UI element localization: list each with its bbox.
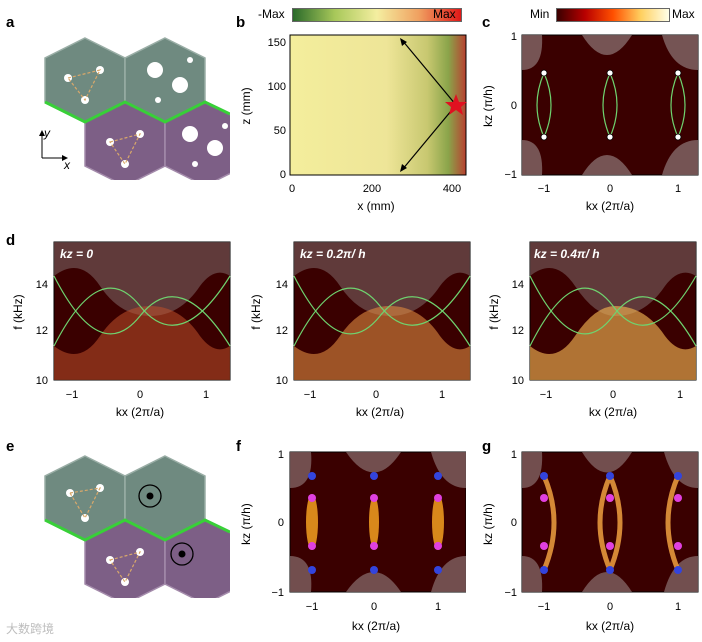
- b-ytick-1: 50: [274, 125, 286, 137]
- g-ytick-1: 0: [511, 517, 517, 529]
- d2-xtick-0: −1: [304, 389, 317, 401]
- d3-xlabel: kx (2π/a): [589, 405, 637, 419]
- d-subpanel-1: kz = 0 10 12 14 −1 0 1 kx (2π/a) f (kHz): [11, 241, 231, 419]
- c-ytick-1: 0: [511, 100, 517, 112]
- d3-xtick-2: 1: [677, 389, 683, 401]
- f-xlabel: kx (2π/a): [352, 619, 400, 633]
- field-map: [289, 34, 467, 176]
- axis-y-label: y: [44, 126, 50, 140]
- c-xlabel: kx (2π/a): [586, 199, 634, 213]
- hex-cells-top: [44, 37, 206, 123]
- d2-ytick-0: 10: [276, 375, 288, 387]
- b-xtick-2: 400: [443, 183, 461, 195]
- c-ylabel: kz (π/h): [482, 85, 495, 127]
- f-xtick-2: 1: [435, 601, 441, 613]
- c-xtick-1: 0: [607, 183, 613, 195]
- b-ytick-3: 150: [268, 37, 286, 49]
- c-xtick-0: −1: [538, 183, 551, 195]
- panel-f-plot: −1 0 1 −1 0 1 kx (2π/a) kz (π/h): [239, 449, 466, 633]
- d1-ytick-0: 10: [36, 375, 48, 387]
- d2-ytick-1: 12: [276, 325, 288, 337]
- panel-label-c: c: [482, 14, 491, 31]
- panel-a-schematic: [44, 37, 230, 180]
- d3-ylabel: f (kHz): [487, 294, 501, 329]
- panel-e-schematic: [44, 455, 230, 598]
- f-ylabel: kz (π/h): [239, 503, 253, 545]
- d3-ytick-0: 10: [512, 375, 524, 387]
- f-xtick-0: −1: [306, 601, 319, 613]
- g-ytick-0: −1: [504, 587, 517, 599]
- source-star-icon: [445, 94, 467, 115]
- d1-xtick-0: −1: [66, 389, 79, 401]
- panel-label-d: d: [6, 232, 16, 249]
- d3-xtick-0: −1: [540, 389, 553, 401]
- vortex-icon-bottom: [170, 542, 194, 566]
- d1-xtick-2: 1: [203, 389, 209, 401]
- axes-arrows-icon: [39, 130, 68, 161]
- watermark: 大数跨境: [6, 622, 55, 636]
- colorbar-c: [556, 8, 670, 22]
- d3-ytick-1: 12: [512, 325, 524, 337]
- d1-ytick-1: 12: [36, 325, 48, 337]
- g-xtick-0: −1: [538, 601, 551, 613]
- g-ytick-2: 1: [511, 449, 517, 461]
- b-xtick-1: 200: [363, 183, 381, 195]
- f-ytick-1: 0: [278, 517, 284, 529]
- d2-xtick-1: 0: [373, 389, 379, 401]
- d1-ytick-2: 14: [36, 279, 48, 291]
- d-subpanel-3: kz = 0.4π/ h 10 12 14 −1 0 1 kx (2π/a) f…: [487, 241, 697, 419]
- b-xlabel: x (mm): [357, 199, 394, 213]
- panel-label-e: e: [6, 438, 15, 455]
- panel-d-plots: kz = 0 10 12 14 −1 0 1 kx (2π/a) f (kHz)…: [11, 241, 697, 419]
- g-xtick-2: 1: [675, 601, 681, 613]
- d2-xtick-2: 1: [439, 389, 445, 401]
- panel-label-f: f: [236, 438, 241, 455]
- d3-ytick-2: 14: [512, 279, 524, 291]
- d1-xtick-1: 0: [137, 389, 143, 401]
- colorbar-b: [292, 8, 462, 22]
- b-ylabel: z (mm): [239, 87, 253, 124]
- f-ytick-2: 1: [278, 449, 284, 461]
- colorbar-c-max: Max: [672, 7, 695, 21]
- g-ylabel: kz (π/h): [482, 503, 495, 545]
- vortex-icon-top: [138, 484, 162, 508]
- d-title-3: kz = 0.4π/ h: [534, 247, 600, 261]
- d2-ylabel: f (kHz): [249, 294, 263, 329]
- interface-line: [44, 100, 230, 124]
- d3-xtick-1: 0: [610, 389, 616, 401]
- d-title-2: kz = 0.2π/ h: [300, 247, 366, 261]
- g-xtick-1: 0: [607, 601, 613, 613]
- d2-xlabel: kx (2π/a): [356, 405, 404, 419]
- panel-g-plot: −1 0 1 −1 0 1 kx (2π/a) kz (π/h): [482, 449, 699, 633]
- axis-x-label: x: [64, 158, 70, 172]
- panel-c-plot: −1 0 1 −1 0 1 kx (2π/a) kz (π/h): [482, 31, 699, 213]
- colorbar-c-min: Min: [530, 7, 550, 21]
- c-ytick-2: 1: [511, 31, 517, 43]
- d2-ytick-2: 14: [276, 279, 288, 291]
- d-subpanel-2: kz = 0.2π/ h 10 12 14 −1 0 1 kx (2π/a) f…: [249, 241, 471, 419]
- g-xlabel: kx (2π/a): [586, 619, 634, 633]
- c-ytick-0: −1: [504, 169, 517, 181]
- d1-xlabel: kx (2π/a): [116, 405, 164, 419]
- b-ytick-2: 100: [268, 81, 286, 93]
- f-xtick-1: 0: [371, 601, 377, 613]
- f-ytick-0: −1: [271, 587, 284, 599]
- b-ytick-0: 0: [280, 169, 286, 181]
- c-xtick-2: 1: [675, 183, 681, 195]
- b-xtick-0: 0: [289, 183, 295, 195]
- d1-ylabel: f (kHz): [11, 294, 25, 329]
- panel-label-b: b: [236, 14, 246, 31]
- colorbar-b-min: -Max: [258, 7, 285, 21]
- panel-label-g: g: [482, 438, 492, 455]
- colorbar-b-max: Max: [433, 7, 456, 21]
- panel-label-a: a: [6, 14, 15, 31]
- hex-cells-bottom: [84, 101, 230, 180]
- panel-b-plot: 0 200 400 0 50 100 150 x (mm) z (mm): [239, 34, 467, 213]
- d-title-1: kz = 0: [60, 247, 93, 261]
